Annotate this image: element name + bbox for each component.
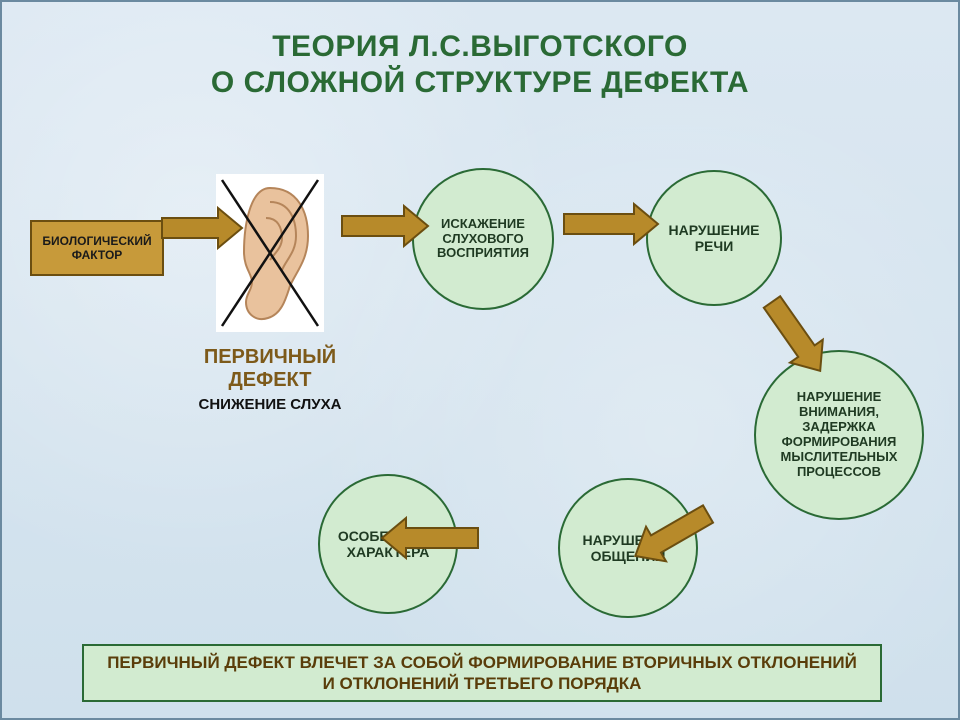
node-speech: НАРУШЕНИЕ РЕЧИ — [646, 170, 782, 306]
arrow-0 — [162, 208, 242, 248]
ear-box — [216, 174, 324, 332]
node-distortion: ИСКАЖЕНИЕ СЛУХОВОГО ВОСПРИЯТИЯ — [412, 168, 554, 310]
arrow-1 — [342, 206, 428, 246]
caption-sub: СНИЖЕНИЕ СЛУХА — [170, 396, 370, 413]
arrow-2 — [564, 204, 658, 244]
caption-main: ПЕРВИЧНЫЙ ДЕФЕКТ — [170, 346, 370, 392]
factor-box: БИОЛОГИЧЕСКИЙ ФАКТОР — [30, 220, 164, 276]
title-line-2: О СЛОЖНОЙ СТРУКТУРЕ ДЕФЕКТА — [2, 66, 958, 100]
slide: ТЕОРИЯ Л.С.ВЫГОТСКОГО О СЛОЖНОЙ СТРУКТУР… — [0, 0, 960, 720]
primary-defect-caption: ПЕРВИЧНЫЙ ДЕФЕКТ СНИЖЕНИЕ СЛУХА — [170, 346, 370, 413]
node-attention: НАРУШЕНИЕ ВНИМАНИЯ, ЗАДЕРЖКА ФОРМИРОВАНИ… — [754, 350, 924, 520]
arrow-5 — [382, 518, 478, 558]
ear-icon — [216, 174, 324, 332]
footer-text: ПЕРВИЧНЫЙ ДЕФЕКТ ВЛЕЧЕТ ЗА СОБОЙ ФОРМИРО… — [104, 652, 860, 695]
factor-label: БИОЛОГИЧЕСКИЙ ФАКТОР — [38, 234, 156, 262]
title-line-1: ТЕОРИЯ Л.С.ВЫГОТСКОГО — [2, 30, 958, 64]
footer-box: ПЕРВИЧНЫЙ ДЕФЕКТ ВЛЕЧЕТ ЗА СОБОЙ ФОРМИРО… — [82, 644, 882, 702]
